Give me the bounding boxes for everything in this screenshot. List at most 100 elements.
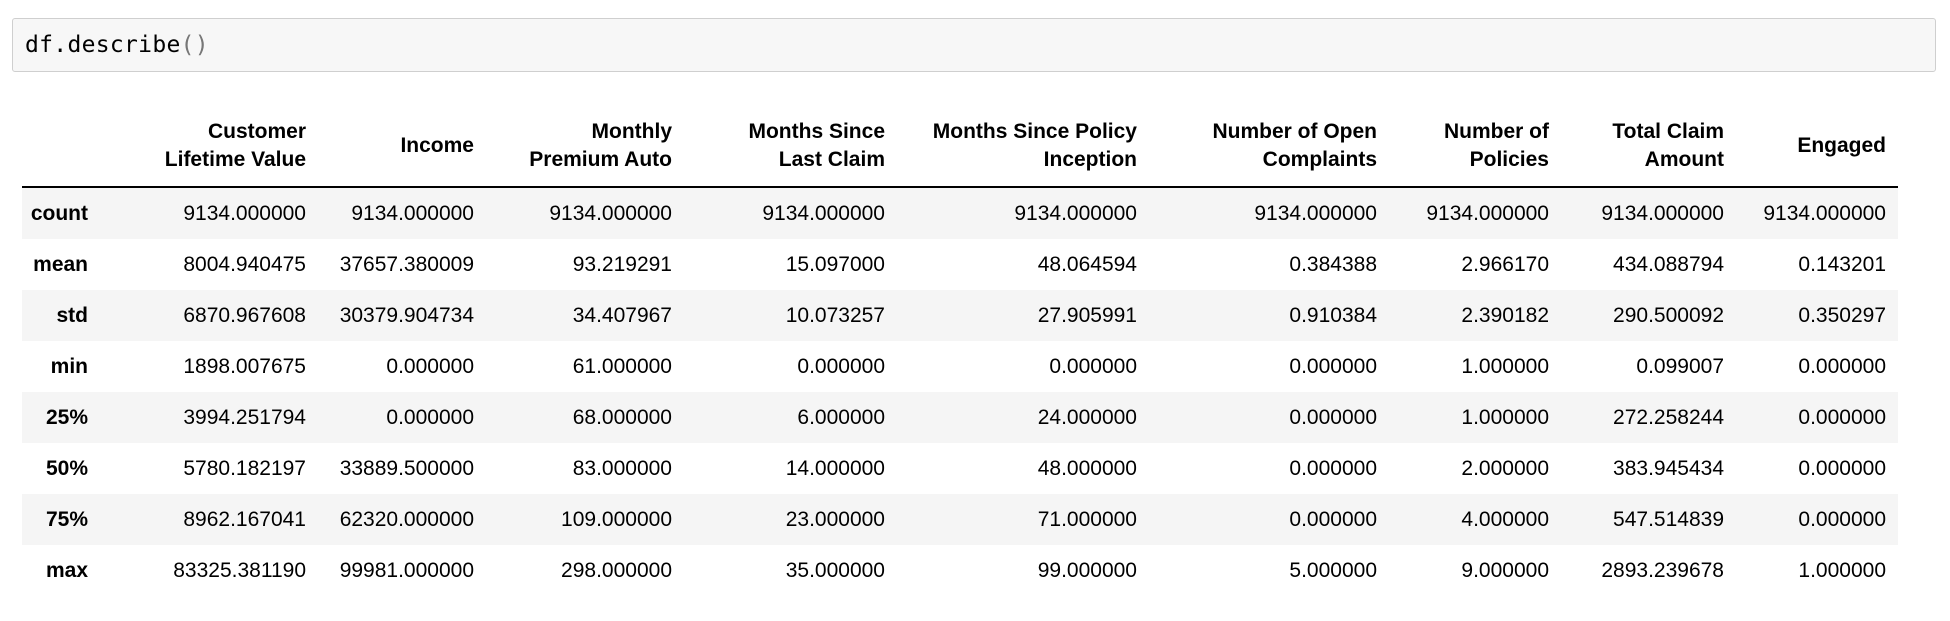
table-cell: 35.000000	[785, 558, 885, 582]
table-cell: 0.000000	[386, 405, 474, 429]
table-cell: 0.000000	[797, 354, 885, 378]
table-cell: 0.000000	[1289, 456, 1377, 480]
code-cell-input[interactable]: df.describe()	[12, 18, 1936, 72]
table-cell: 30379.904734	[339, 303, 474, 327]
table-cell: 37657.380009	[339, 252, 474, 276]
table-cell: 62320.000000	[339, 507, 474, 531]
table-row: max 83325.381190 99981.000000 298.000000 35.…	[22, 545, 1898, 596]
table-cell: 61.000000	[572, 354, 672, 378]
table-cell: 9134.000000	[183, 201, 306, 225]
table-cell: 10.073257	[785, 303, 885, 327]
column-header: Income	[318, 106, 486, 188]
table-cell: 9134.000000	[1426, 201, 1549, 225]
table-cell: 6870.967608	[183, 303, 306, 327]
column-header: Total Claim Amount	[1561, 106, 1736, 188]
table-cell: 9134.000000	[762, 201, 885, 225]
column-header-line: Months Since Policy	[932, 120, 1137, 143]
column-header-line: Months Since	[748, 120, 885, 143]
table-cell: 9134.000000	[1763, 201, 1886, 225]
table-cell: 71.000000	[1037, 507, 1137, 531]
table-cell: 9134.000000	[1014, 201, 1137, 225]
table-cell: 0.000000	[1289, 354, 1377, 378]
table-cell: 93.219291	[572, 252, 672, 276]
table-cell: 298.000000	[561, 558, 672, 582]
table-cell: 434.088794	[1613, 252, 1724, 276]
table-row: std 6870.967608 30379.904734 34.407967 10.07…	[22, 290, 1898, 341]
table-cell: 0.384388	[1289, 252, 1377, 276]
table-cell: 0.000000	[1049, 354, 1137, 378]
table-cell: 0.000000	[1289, 405, 1377, 429]
table-cell: 33889.500000	[339, 456, 474, 480]
table-cell: 27.905991	[1037, 303, 1137, 327]
describe-table: Customer Lifetime Value Income Monthly Premi…	[22, 106, 1898, 596]
table-cell: 83325.381190	[173, 558, 306, 582]
column-header: Months Since Policy Inception	[897, 106, 1149, 188]
table-cell: 9134.000000	[1254, 201, 1377, 225]
table-cell: 2.000000	[1461, 456, 1549, 480]
table-row: min 1898.007675 0.000000 61.000000 0.000000 0…	[22, 341, 1898, 392]
cell-output: Customer Lifetime Value Income Monthly Premi…	[22, 106, 1898, 596]
table-cell: 2893.239678	[1601, 558, 1724, 582]
row-label: 25%	[45, 405, 88, 429]
table-cell: 24.000000	[1037, 405, 1137, 429]
column-header-line: Customer	[207, 120, 306, 143]
column-header-line: Lifetime Value	[164, 148, 306, 171]
row-label: 75%	[45, 507, 88, 531]
table-row: 25% 3994.251794 0.000000 68.000000 6.000000 2…	[22, 392, 1898, 443]
table-cell: 0.099007	[1636, 354, 1724, 378]
table-cell: 0.000000	[386, 354, 474, 378]
table-cell: 4.000000	[1461, 507, 1549, 531]
table-cell: 1.000000	[1798, 558, 1886, 582]
column-header: Customer Lifetime Value	[104, 106, 318, 188]
table-cell: 290.500092	[1613, 303, 1724, 327]
column-header: Monthly Premium Auto	[486, 106, 684, 188]
row-label: count	[30, 201, 88, 225]
table-cell: 547.514839	[1613, 507, 1724, 531]
column-header-line: Total Claim	[1612, 120, 1724, 143]
table-cell: 9134.000000	[549, 201, 672, 225]
table-cell: 1898.007675	[183, 354, 306, 378]
table-cell: 6.000000	[797, 405, 885, 429]
table-cell: 0.000000	[1289, 507, 1377, 531]
table-cell: 99.000000	[1037, 558, 1137, 582]
table-cell: 109.000000	[561, 507, 672, 531]
column-header-line: Policies	[1469, 148, 1549, 171]
table-cell: 3994.251794	[183, 405, 306, 429]
table-row: 75% 8962.167041 62320.000000 109.000000 23.0…	[22, 494, 1898, 545]
column-header-line: Premium Auto	[529, 148, 672, 171]
column-header: Number of Policies	[1389, 106, 1561, 188]
table-cell: 83.000000	[572, 456, 672, 480]
table-cell: 0.350297	[1798, 303, 1886, 327]
column-header: Months Since Last Claim	[684, 106, 897, 188]
table-cell: 23.000000	[785, 507, 885, 531]
table-cell: 0.000000	[1798, 405, 1886, 429]
column-header-line: Number of Open	[1212, 120, 1377, 143]
row-label: max	[45, 558, 88, 582]
row-label: std	[56, 303, 89, 327]
table-cell: 383.945434	[1613, 456, 1724, 480]
table-cell: 5.000000	[1289, 558, 1377, 582]
column-header-line: Last Claim	[778, 148, 885, 171]
table-cell: 1.000000	[1461, 354, 1549, 378]
table-cell: 99981.000000	[339, 558, 474, 582]
column-header: Engaged	[1736, 106, 1898, 188]
table-header-row: Customer Lifetime Value Income Monthly Premi…	[22, 106, 1898, 188]
column-header-line: Engaged	[1797, 134, 1886, 157]
table-row: 50% 5780.182197 33889.500000 83.000000 14.00…	[22, 443, 1898, 494]
index-header	[22, 106, 104, 188]
column-header-line: Amount	[1644, 148, 1724, 171]
table-cell: 0.910384	[1289, 303, 1377, 327]
table-cell: 1.000000	[1461, 405, 1549, 429]
table-cell: 48.000000	[1037, 456, 1137, 480]
table-cell: 272.258244	[1613, 405, 1724, 429]
table-cell: 34.407967	[572, 303, 672, 327]
table-cell: 9134.000000	[1601, 201, 1724, 225]
column-header-line: Income	[400, 134, 474, 157]
column-header-line: Number of	[1444, 120, 1549, 143]
table-cell: 8004.940475	[183, 252, 306, 276]
table-cell: 0.000000	[1798, 507, 1886, 531]
row-label: min	[50, 354, 88, 378]
column-header-line: Inception	[1043, 148, 1137, 171]
table-cell: 9134.000000	[351, 201, 474, 225]
table-row: mean 8004.940475 37657.380009 93.219291 15.0…	[22, 239, 1898, 290]
